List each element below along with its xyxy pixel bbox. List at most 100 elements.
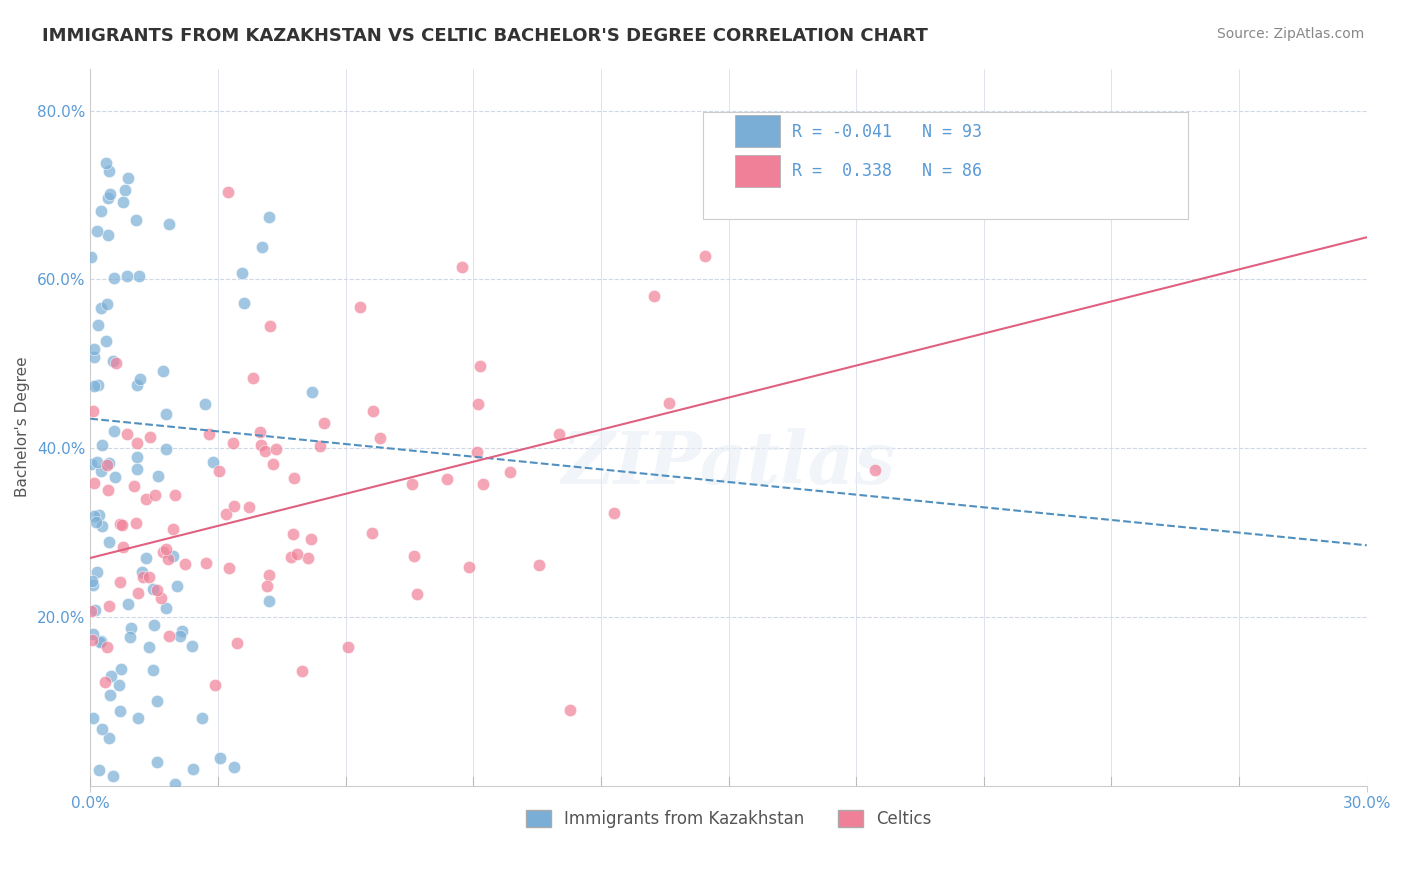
- Point: [863, 463, 886, 477]
- Point: [90, 465, 112, 479]
- Point: [80, 633, 103, 648]
- Point: [82, 577, 104, 591]
- Point: [404, 549, 426, 564]
- Point: [180, 639, 202, 653]
- Point: [96, 640, 118, 654]
- Point: [79, 250, 101, 264]
- Point: [87, 318, 110, 333]
- Point: [222, 500, 245, 514]
- Point: [264, 442, 287, 456]
- Point: [125, 516, 148, 530]
- Point: [97, 191, 120, 205]
- Point: [90, 722, 112, 736]
- Point: [458, 560, 481, 574]
- Point: [125, 213, 148, 227]
- Point: [256, 579, 278, 593]
- Legend: Immigrants from Kazakhstan, Celtics: Immigrants from Kazakhstan, Celtics: [519, 804, 938, 835]
- Point: [361, 404, 384, 418]
- Point: [155, 408, 177, 422]
- Point: [149, 591, 172, 606]
- Point: [127, 586, 149, 600]
- Point: [127, 711, 149, 725]
- Point: [117, 426, 139, 441]
- Point: [108, 517, 131, 532]
- Point: [252, 240, 274, 254]
- Point: [157, 552, 180, 566]
- Text: R =  0.338   N = 86: R = 0.338 N = 86: [793, 162, 983, 180]
- Point: [127, 435, 149, 450]
- Point: [97, 227, 120, 242]
- Text: Source: ZipAtlas.com: Source: ZipAtlas.com: [1216, 27, 1364, 41]
- Point: [336, 640, 359, 654]
- Point: [108, 704, 131, 718]
- Point: [225, 636, 247, 650]
- FancyBboxPatch shape: [735, 115, 779, 147]
- Point: [257, 567, 280, 582]
- Point: [155, 542, 177, 557]
- Point: [254, 443, 277, 458]
- Point: [198, 427, 221, 442]
- Point: [146, 468, 169, 483]
- Point: [97, 731, 120, 745]
- Point: [90, 204, 112, 219]
- Point: [90, 301, 112, 315]
- Point: [309, 439, 332, 453]
- Point: [83, 476, 105, 491]
- Point: [86, 566, 108, 580]
- Point: [238, 500, 260, 514]
- Point: [603, 506, 626, 520]
- Point: [218, 560, 240, 574]
- Point: [131, 565, 153, 579]
- Point: [194, 397, 217, 411]
- Point: [152, 363, 174, 377]
- Point: [181, 763, 204, 777]
- Point: [291, 664, 314, 678]
- Point: [281, 527, 304, 541]
- Point: [217, 185, 239, 199]
- Point: [112, 540, 135, 554]
- Point: [280, 550, 302, 565]
- Point: [249, 425, 271, 440]
- Point: [138, 640, 160, 655]
- Point: [86, 455, 108, 469]
- Point: [100, 186, 122, 201]
- Y-axis label: Bachelor's Degree: Bachelor's Degree: [15, 357, 30, 498]
- Point: [222, 436, 245, 450]
- Point: [143, 488, 166, 502]
- Point: [467, 444, 489, 458]
- Point: [97, 483, 120, 497]
- Point: [120, 630, 142, 644]
- Point: [84, 602, 107, 616]
- Point: [104, 470, 127, 484]
- Point: [90, 634, 112, 648]
- Point: [162, 549, 184, 563]
- Point: [101, 769, 124, 783]
- Point: [162, 522, 184, 536]
- Point: [169, 629, 191, 643]
- Point: [142, 582, 165, 596]
- Point: [233, 296, 256, 310]
- Point: [89, 635, 111, 649]
- Text: R = -0.041   N = 93: R = -0.041 N = 93: [793, 122, 983, 141]
- Text: ZIPatlas: ZIPatlas: [561, 427, 896, 499]
- Point: [312, 416, 335, 430]
- Point: [643, 288, 665, 302]
- Point: [87, 508, 110, 523]
- Point: [125, 450, 148, 464]
- Point: [146, 694, 169, 708]
- FancyBboxPatch shape: [735, 154, 779, 186]
- Point: [257, 594, 280, 608]
- Point: [98, 534, 121, 549]
- FancyBboxPatch shape: [703, 112, 1188, 219]
- Point: [115, 268, 138, 283]
- Point: [165, 488, 187, 502]
- Point: [138, 430, 160, 444]
- Point: [128, 268, 150, 283]
- Point: [157, 217, 180, 231]
- Point: [299, 532, 322, 546]
- Point: [101, 354, 124, 368]
- Point: [547, 426, 569, 441]
- Point: [259, 319, 281, 334]
- Point: [132, 570, 155, 584]
- Point: [450, 260, 472, 274]
